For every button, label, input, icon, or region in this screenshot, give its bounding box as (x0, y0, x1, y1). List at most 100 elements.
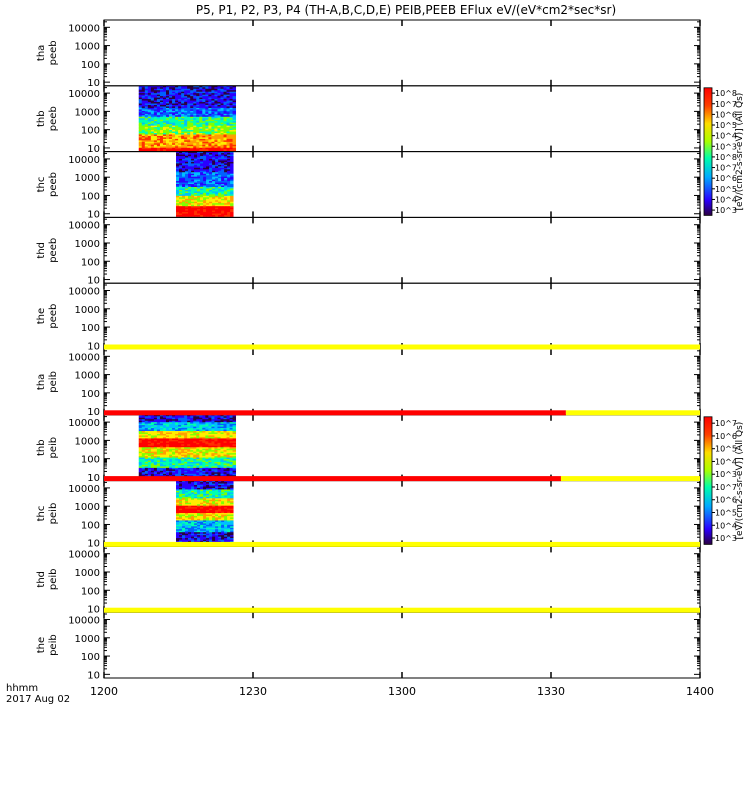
spectrogram-cell (166, 453, 170, 456)
spectrogram-cell (178, 107, 182, 110)
spectrogram-cell (206, 172, 210, 175)
spectrogram-cell (141, 445, 146, 448)
spectrogram-cell (196, 469, 200, 472)
spectrogram-cell (200, 508, 204, 511)
spectrogram-cell (232, 104, 237, 107)
spectrogram-cell (226, 99, 230, 101)
spectrogram-cell (147, 436, 152, 439)
spectrogram-cell (226, 141, 230, 144)
spectrogram-cell (199, 441, 203, 444)
spectrogram-cell (194, 535, 198, 538)
spectrogram-cell (147, 130, 152, 132)
spectrogram-cell (169, 110, 173, 113)
spectrogram-cell (205, 461, 209, 464)
spectrogram-cell (194, 527, 198, 530)
spectrogram-cell (138, 132, 143, 135)
spectrogram-cell (141, 472, 146, 475)
spectrogram-cell (211, 417, 215, 420)
spectrogram-cell (214, 128, 218, 131)
spectrogram-cell (202, 417, 206, 420)
spectrogram-cell (227, 496, 231, 499)
spectrogram-cell (224, 198, 228, 201)
spectrogram-cell (212, 188, 216, 191)
spectrogram-cell (184, 94, 188, 97)
spectrogram-cell (153, 128, 158, 131)
spectrogram-cell (215, 490, 219, 493)
spectrogram-cell (178, 141, 182, 144)
spectrogram-cell (159, 100, 164, 103)
spectrogram-cell (226, 420, 230, 423)
spectrogram-cell (205, 441, 209, 444)
spectrogram-cell (199, 85, 203, 88)
spectrogram-cell (199, 414, 203, 417)
spectrogram-cell (147, 469, 152, 472)
spectrogram-cell (223, 127, 227, 129)
spectrogram-cell (232, 464, 237, 467)
spectrogram-cell (162, 103, 167, 106)
spectrogram-cell (166, 444, 170, 447)
spectrogram-cell (175, 149, 179, 152)
spectrogram-cell (194, 530, 198, 533)
spectrogram-cell (147, 470, 152, 473)
spectrogram-cell (226, 102, 230, 104)
spectrogram-cell (203, 181, 207, 183)
spectrogram-cell (182, 496, 186, 499)
spectrogram-cell (182, 527, 186, 530)
spectrogram-cell (166, 143, 170, 146)
spectrogram-cell (188, 184, 192, 186)
spectrogram-cell (218, 482, 222, 484)
spectrogram-cell (214, 448, 218, 451)
spectrogram-cell (166, 460, 170, 463)
spectrogram-cell (159, 457, 164, 460)
spectrogram-cell (196, 457, 200, 460)
spectrogram-cell (147, 146, 152, 149)
spectrogram-cell (217, 85, 221, 88)
spectrogram-cell (172, 469, 176, 472)
spectrogram-cell (200, 173, 204, 176)
spectrogram-cell (202, 134, 206, 137)
spectrogram-cell (230, 178, 234, 181)
spectrogram-cell (184, 115, 188, 118)
spectrogram-cell (176, 505, 180, 508)
spectrogram-cell (229, 435, 233, 438)
spectrogram-cell (215, 209, 219, 211)
panel-label: thd peeb (36, 238, 59, 263)
spectrogram-cell (203, 189, 207, 192)
spectrogram-cell (223, 115, 227, 118)
spectrogram-cell (215, 154, 219, 157)
spectrogram-cell (144, 141, 149, 144)
spectrogram-cell (150, 463, 155, 466)
spectrogram-cell (199, 134, 203, 137)
spectrogram-cell (197, 496, 201, 499)
spectrogram-cell (190, 149, 194, 152)
spectrogram-cell (172, 121, 176, 124)
spectrogram-cell (169, 131, 173, 134)
spectrogram-cell (214, 130, 218, 132)
spectrogram-cell (206, 526, 210, 529)
spectrogram-cell (215, 526, 219, 529)
spectrogram-cell (179, 486, 183, 489)
spectrogram-cell (172, 431, 176, 433)
spectrogram-cell (200, 176, 204, 179)
spectrogram-cell (220, 423, 224, 426)
spectrogram-cell (224, 501, 228, 504)
spectrogram-cell (227, 167, 231, 170)
spectrogram-cell (166, 102, 170, 104)
spectrogram-cell (190, 125, 194, 128)
spectrogram-cell (185, 508, 189, 511)
spectrogram-cell (193, 141, 197, 144)
spectrogram-cell (223, 460, 227, 463)
y-tick-label: 10000 (68, 352, 100, 363)
spectrogram-cell (188, 167, 192, 170)
spectrogram-cell (221, 517, 225, 520)
spectrogram-cell (230, 209, 234, 211)
spectrogram-cell (193, 457, 197, 460)
spectrogram-cell (184, 130, 188, 132)
spectrogram-cell (150, 119, 155, 122)
spectrogram-cell (185, 521, 189, 524)
spectrogram-cell (179, 513, 183, 515)
spectrogram-cell (172, 115, 176, 118)
spectrogram-cell (217, 469, 221, 472)
spectrogram-cell (224, 185, 228, 188)
spectrogram-cell (202, 464, 206, 467)
